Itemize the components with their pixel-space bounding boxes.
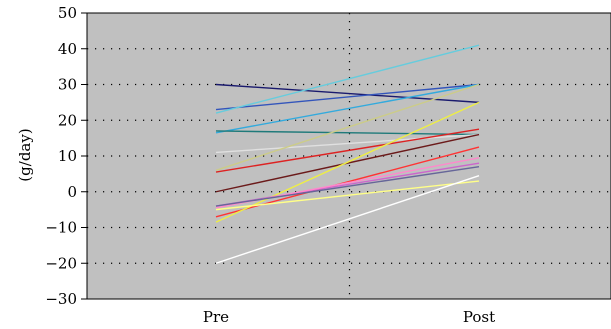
series-line-14 (215, 166, 480, 207)
series-line-8 (215, 128, 480, 173)
series-line-4 (215, 44, 480, 114)
series-line-7 (215, 83, 480, 171)
series-line-9 (215, 133, 480, 193)
y-tick-label: −10 (45, 219, 77, 237)
y-tick-label: 30 (58, 76, 77, 94)
x-tick-label-post: Post (463, 308, 495, 326)
x-axis-ticks: Pre Post (203, 308, 495, 326)
y-tick-label: 0 (67, 183, 77, 201)
series-line-11 (215, 101, 480, 223)
y-tick-label: −20 (45, 254, 77, 272)
x-tick-label-pre: Pre (203, 308, 229, 326)
y-tick-label: 10 (58, 147, 77, 165)
y-axis-ticks: 50 40 30 20 10 0 −10 −20 −30 (45, 4, 87, 308)
y-axis-title: (g/day) (16, 128, 34, 181)
y-tick-label: −30 (45, 290, 77, 308)
series-line-5 (215, 130, 480, 136)
y-tick-label: 20 (58, 111, 77, 129)
series-line-15 (215, 180, 480, 211)
series-line-16 (215, 174, 480, 264)
series-group (215, 44, 480, 264)
y-tick-label: 50 (58, 4, 77, 22)
series-line-2 (215, 83, 480, 111)
series-line-6 (215, 133, 480, 154)
y-tick-label: 40 (58, 40, 77, 58)
series-line-3 (215, 83, 480, 134)
plot-area (86, 12, 611, 300)
